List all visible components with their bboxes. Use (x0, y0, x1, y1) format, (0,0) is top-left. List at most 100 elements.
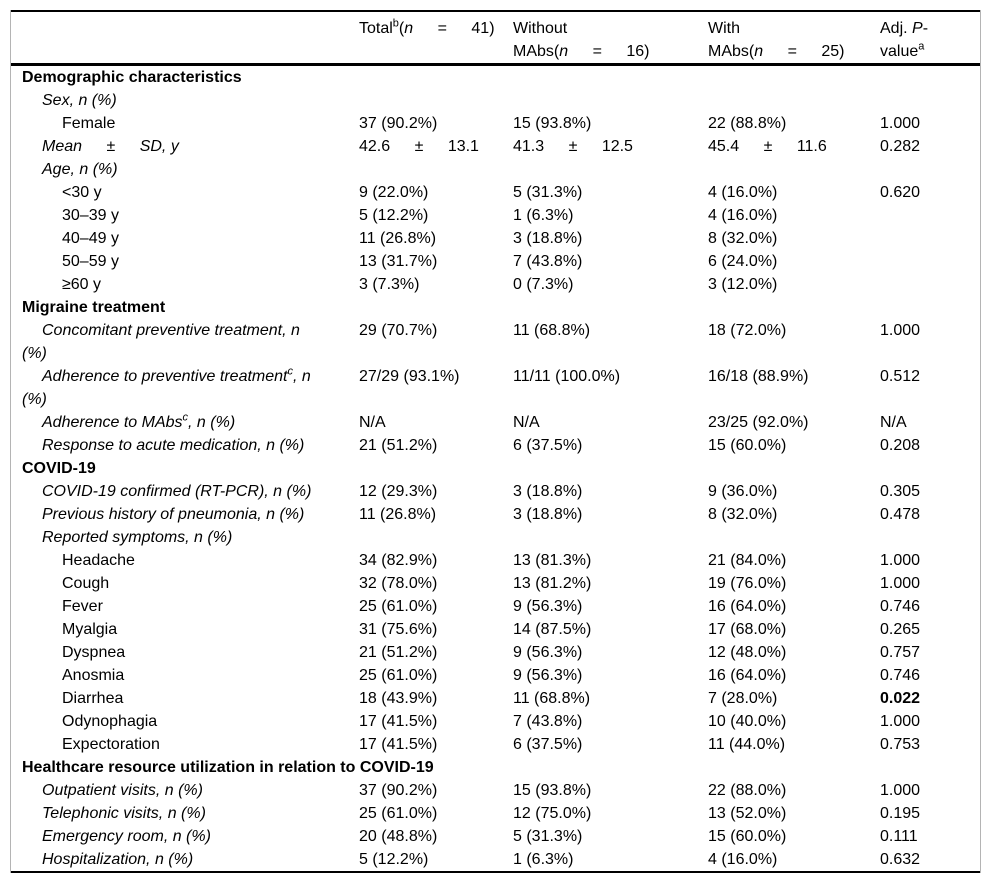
cell-p-value: 0.305 (880, 483, 921, 500)
cell-with-mabs: 15 (60.0%) (708, 828, 787, 845)
row-label: 50–59 y (62, 253, 119, 270)
cell-p-value (880, 89, 980, 112)
cell-p-value: 0.757 (880, 644, 921, 661)
row-label: Emergency room, n (%) (42, 828, 211, 845)
cell-without-mabs (513, 65, 708, 90)
cell-without-mabs: 1 (6.3%) (513, 207, 574, 224)
cell-with-mabs: 8 (32.0%) (708, 230, 778, 247)
cell-without-mabs: 7 (43.8%) (513, 253, 583, 270)
table-row-outpatient-visits: Outpatient visits, n (%) 37 (90.2%) 15 (93… (11, 779, 980, 802)
cell-without-mabs: 15 (93.8%) (513, 782, 592, 799)
table-row-concomitant-preventive-treatment: Concomitant preventive treatment, n (%) 29… (11, 319, 980, 365)
cell-with-mabs: 12 (48.0%) (708, 644, 787, 661)
row-label: Odynophagia (62, 713, 158, 730)
cell-total (359, 457, 513, 480)
cell-total (359, 526, 513, 549)
cell-with-mabs (708, 457, 880, 480)
cell-total: 5 (12.2%) (359, 851, 429, 868)
cell-with-mabs: 11 (44.0%) (708, 736, 786, 753)
cell-without-mabs (513, 89, 708, 112)
cell-p-value: 1.000 (880, 322, 921, 339)
table-row-cough: Cough 32 (78.0%) 13 (81.2%) 19 (76.0%) 1.000 (11, 572, 980, 595)
table-row-myalgia: Myalgia 31 (75.6%) 14 (87.5%) 17 (68.0%) 0.2… (11, 618, 980, 641)
cell-with-mabs (708, 65, 880, 90)
cell-with-mabs: 16/18 (88.9%) (708, 368, 809, 385)
row-label: Diarrhea (62, 690, 124, 707)
cell-without-mabs: 13 (81.2%) (513, 575, 592, 592)
cell-without-mabs: 6 (37.5%) (513, 437, 583, 454)
cell-p-value: 1.000 (880, 115, 921, 132)
table-row-age-60-plus: ≥60 y 3 (7.3%) 0 (7.3%) 3 (12.0%) (11, 273, 980, 296)
col-header-without-mabs: Without MAbs(n = 16) (513, 11, 708, 66)
row-label: Adherence to MAbsc, n (%) (42, 411, 236, 431)
row-label: ≥60 y (62, 276, 102, 293)
col-header-adj-p-value: Adj. P-valuea (880, 11, 980, 66)
row-label: COVID-19 (22, 460, 96, 477)
cell-p-value: 0.478 (880, 506, 921, 523)
cell-without-mabs: 0 (7.3%) (513, 276, 574, 293)
cell-with-mabs: 4 (16.0%) (708, 184, 778, 201)
cell-with-mabs: 7 (28.0%) (708, 690, 778, 707)
cell-total: 5 (12.2%) (359, 207, 429, 224)
cell-total: 21 (51.2%) (359, 437, 438, 454)
cell-p-value (880, 296, 980, 319)
cell-total: 21 (51.2%) (359, 644, 438, 661)
table-row-emergency-room: Emergency room, n (%) 20 (48.8%) 5 (31.3%)… (11, 825, 980, 848)
cell-p-value: 0.195 (880, 805, 921, 822)
cell-with-mabs: 45.4 ± 11.6 (708, 138, 827, 155)
cell-with-mabs (708, 296, 880, 319)
table-row-reported-symptoms: Reported symptoms, n (%) (11, 526, 980, 549)
cell-without-mabs: 14 (87.5%) (513, 621, 592, 638)
row-label: Mean ± SD, y (42, 138, 179, 155)
table-row-expectoration: Expectoration 17 (41.5%) 6 (37.5%) 11 (44.0… (11, 733, 980, 756)
cell-total: 37 (90.2%) (359, 782, 438, 799)
cell-with-mabs: 17 (68.0%) (708, 621, 787, 638)
cell-without-mabs (513, 158, 708, 181)
cell-without-mabs: 5 (31.3%) (513, 184, 583, 201)
cell-with-mabs: 19 (76.0%) (708, 575, 787, 592)
cell-total: 11 (26.8%) (359, 230, 437, 247)
cell-total: 34 (82.9%) (359, 552, 438, 569)
cell-without-mabs: 3 (18.8%) (513, 506, 583, 523)
cell-total: 18 (43.9%) (359, 690, 438, 707)
cell-with-mabs: 4 (16.0%) (708, 207, 778, 224)
cell-total: 42.6 ± 13.1 (359, 138, 479, 155)
table-row-covid-19: COVID-19 (11, 457, 980, 480)
cell-p-value: 1.000 (880, 575, 921, 592)
table-row-headache: Headache 34 (82.9%) 13 (81.3%) 21 (84.0%) 1.… (11, 549, 980, 572)
cell-p-value (880, 227, 980, 250)
table-row-odynophagia: Odynophagia 17 (41.5%) 7 (43.8%) 10 (40.0%)… (11, 710, 980, 733)
table-row-response-acute-medication: Response to acute medication, n (%) 21 (5… (11, 434, 980, 457)
cell-p-value: 0.632 (880, 851, 921, 868)
table-body: Demographic characteristics Sex, n (%) Fem… (11, 65, 980, 873)
row-label: Healthcare resource utilization in relat… (22, 759, 434, 776)
cell-total (359, 89, 513, 112)
table-row-dyspnea: Dyspnea 21 (51.2%) 9 (56.3%) 12 (48.0%) 0.75… (11, 641, 980, 664)
cell-total: 9 (22.0%) (359, 184, 429, 201)
cell-without-mabs (513, 457, 708, 480)
cell-with-mabs: 16 (64.0%) (708, 667, 787, 684)
cell-total: 25 (61.0%) (359, 598, 438, 615)
row-label: Female (62, 115, 116, 132)
cell-without-mabs: 11/11 (100.0%) (513, 368, 621, 385)
row-label: Headache (62, 552, 135, 569)
cell-p-value (880, 273, 980, 296)
col-header-with-mabs: With MAbs(n = 25) (708, 11, 880, 66)
cell-without-mabs: 9 (56.3%) (513, 598, 583, 615)
table-row-sex: Sex, n (%) (11, 89, 980, 112)
cell-total (359, 296, 513, 319)
row-label: Concomitant preventive treatment, n (%) (22, 322, 300, 362)
table-row-age-30-39: 30–39 y 5 (12.2%) 1 (6.3%) 4 (16.0%) (11, 204, 980, 227)
cell-p-value: 1.000 (880, 782, 921, 799)
row-label: Fever (62, 598, 103, 615)
cell-p-value: 0.620 (880, 184, 921, 201)
row-label: Demographic characteristics (22, 69, 242, 86)
cell-total: 25 (61.0%) (359, 667, 438, 684)
row-label: Dyspnea (62, 644, 126, 661)
table-row-adherence-mabs: Adherence to MAbsc, n (%) N/A N/A 23/25 (92… (11, 411, 980, 434)
table-row-fever: Fever 25 (61.0%) 9 (56.3%) 16 (64.0%) 0.746 (11, 595, 980, 618)
cell-with-mabs: 13 (52.0%) (708, 805, 787, 822)
cell-total: 12 (29.3%) (359, 483, 438, 500)
cell-with-mabs: 8 (32.0%) (708, 506, 778, 523)
header-row: Totalb(n = 41) Without MAbs(n = 16) With M… (11, 11, 980, 66)
